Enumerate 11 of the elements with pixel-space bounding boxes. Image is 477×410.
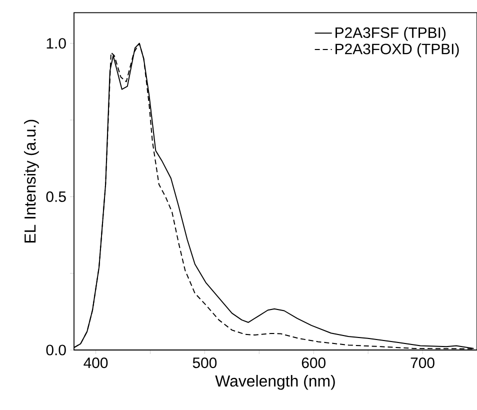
x-tick-label: 500 — [192, 358, 217, 368]
y-tick-label: 0.5 — [46, 191, 66, 202]
y-tick-label: 0.0 — [46, 344, 66, 356]
x-tick-label: 700 — [410, 358, 434, 368]
legend-label: P2A3FOXD (TPBI) — [336, 43, 459, 58]
legend-label: P2A3FSF (TPBI) — [336, 27, 446, 41]
x-axis-title: Wavelength (nm) — [215, 374, 335, 390]
y-axis-title: EL Intensity (a.u.) — [24, 120, 39, 242]
y-tick-label: 1.0 — [46, 38, 66, 49]
x-tick-label: 400 — [84, 358, 108, 368]
x-tick-label: 600 — [302, 358, 326, 368]
